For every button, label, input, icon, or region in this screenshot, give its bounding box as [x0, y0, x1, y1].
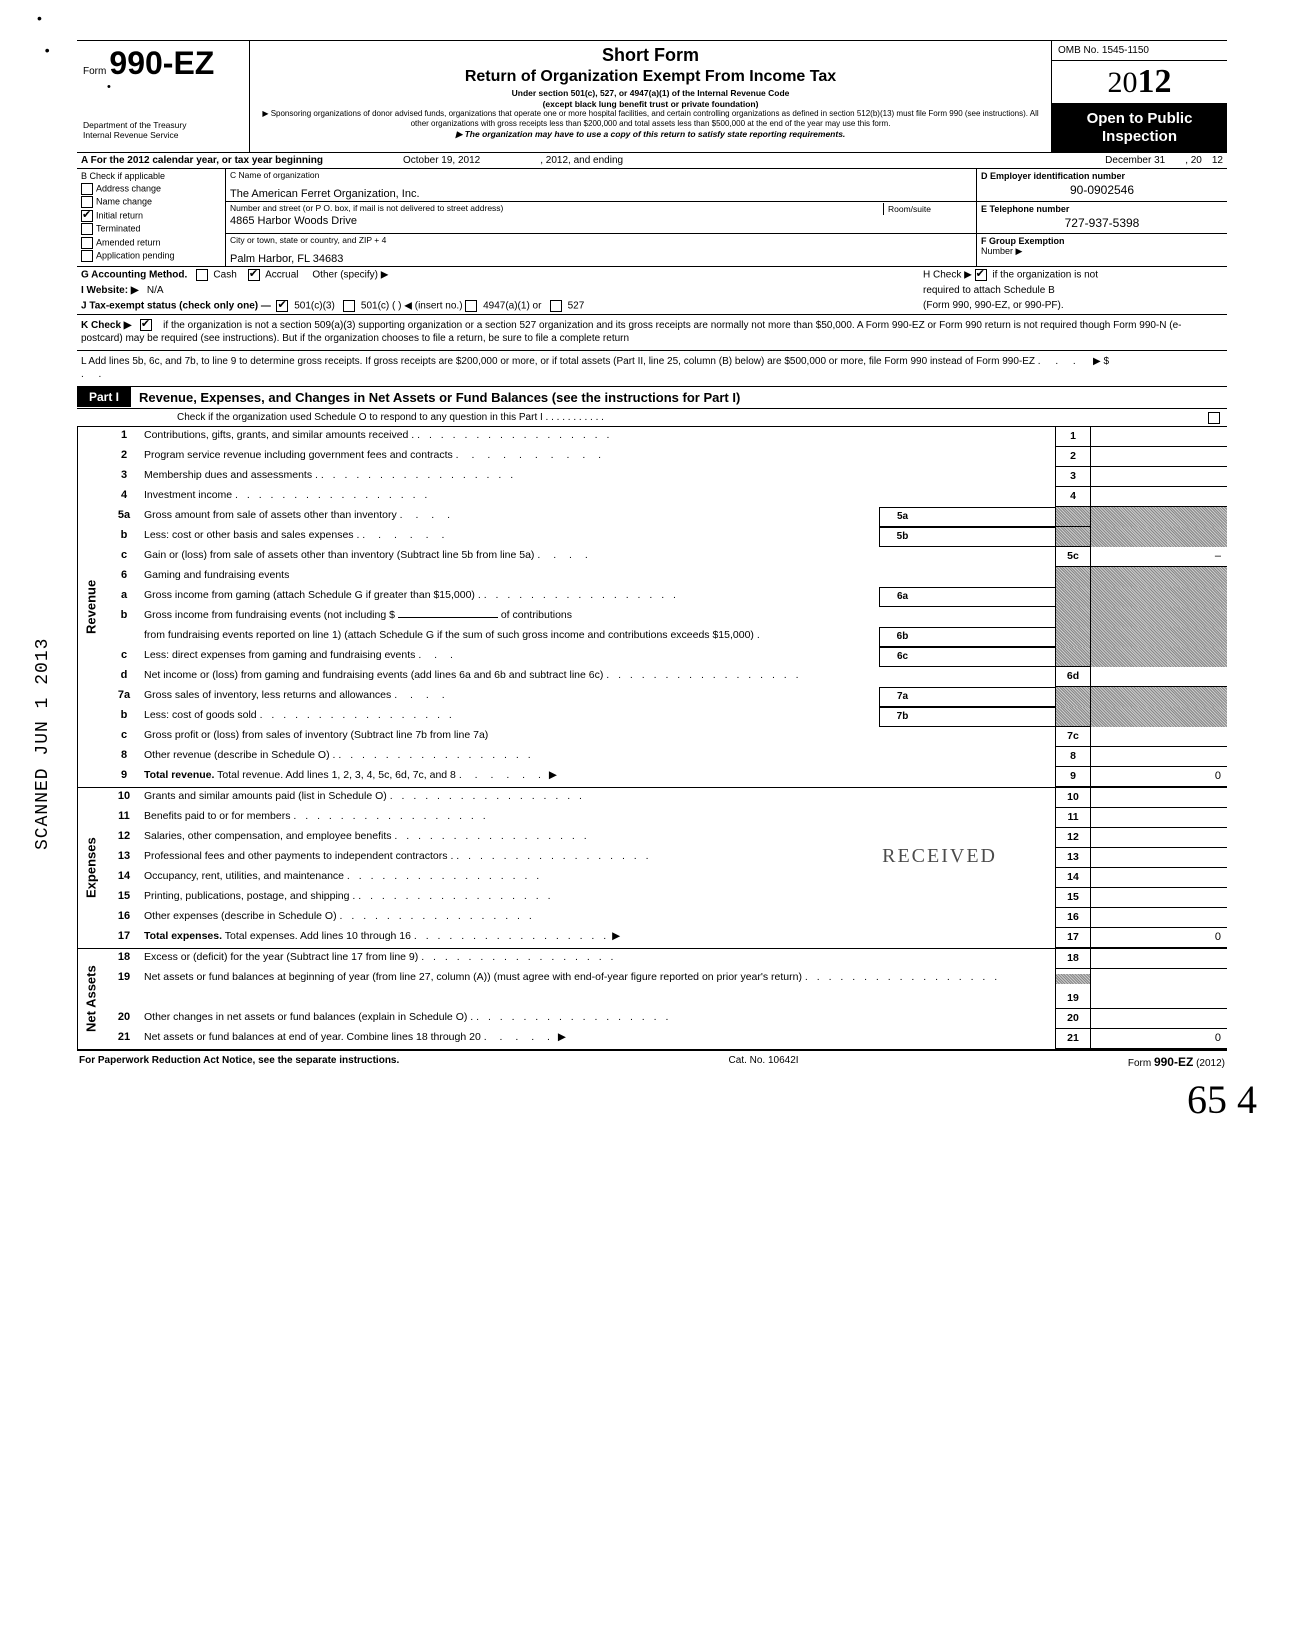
revenue-section: Revenue 1Contributions, gifts, grants, a… — [77, 427, 1227, 787]
tax-year: 2012 — [1052, 61, 1227, 104]
title-subtitle: Return of Organization Exempt From Incom… — [258, 68, 1043, 86]
check-schedule-o[interactable] — [1208, 412, 1220, 424]
netassets-label: Net Assets — [77, 949, 104, 1049]
org-city: Palm Harbor, FL 34683 — [230, 253, 343, 265]
col-c-org-info: C Name of organization The American Ferr… — [226, 169, 977, 266]
check-amended[interactable] — [81, 237, 93, 249]
title-short-form: Short Form — [258, 45, 1043, 66]
row-k: K Check ▶ if the organization is not a s… — [77, 315, 1227, 351]
footer-left: For Paperwork Reduction Act Notice, see … — [79, 1055, 399, 1069]
omb-number: OMB No. 1545-1150 — [1052, 41, 1227, 61]
col-b-checkboxes: B Check if applicable Address change Nam… — [77, 169, 226, 266]
org-name: The American Ferret Organization, Inc. — [230, 188, 420, 200]
footer-right: Form 990-EZ (2012) — [1128, 1055, 1225, 1069]
check-k[interactable] — [140, 319, 152, 331]
open-public: Open to Public Inspection — [1052, 104, 1227, 152]
org-street: 4865 Harbor Woods Drive — [230, 215, 883, 227]
scan-marks: • • — [37, 10, 50, 58]
received-stamp: RECEIVED — [882, 845, 997, 868]
form-header: Form 990-EZ • Department of the Treasury… — [77, 40, 1227, 153]
expenses-label: Expenses — [77, 788, 104, 948]
col-de: D Employer identification number 90-0902… — [977, 169, 1227, 266]
under-section: Under section 501(c), 527, or 4947(a)(1)… — [258, 88, 1043, 109]
check-501c[interactable] — [343, 300, 355, 312]
year-end-month: December 31 — [1105, 155, 1165, 166]
part1-checkline: Check if the organization used Schedule … — [77, 409, 1227, 427]
header-left: Form 990-EZ • Department of the Treasury… — [77, 41, 250, 152]
page-footer: For Paperwork Reduction Act Notice, see … — [77, 1049, 1227, 1073]
form-label: Form — [83, 66, 106, 77]
year-end: 12 — [1212, 155, 1223, 166]
check-initial[interactable] — [81, 210, 93, 222]
row-l: L Add lines 5b, 6c, and 7b, to line 9 to… — [77, 351, 1227, 387]
row-i: I Website: ▶ N/A required to attach Sche… — [77, 283, 1227, 298]
room-suite: Room/suite — [883, 203, 972, 215]
check-pending[interactable] — [81, 250, 93, 262]
footer-center: Cat. No. 10642I — [729, 1055, 799, 1069]
section-bcde: B Check if applicable Address change Nam… — [77, 169, 1227, 267]
check-4947[interactable] — [465, 300, 477, 312]
sponsor-text: ▶ Sponsoring organizations of donor advi… — [258, 109, 1043, 129]
header-center: Short Form Return of Organization Exempt… — [250, 41, 1052, 152]
check-address[interactable] — [81, 183, 93, 195]
header-right: OMB No. 1545-1150 2012 Open to Public In… — [1052, 41, 1227, 152]
netassets-section: Net Assets 18Excess or (deficit) for the… — [77, 948, 1227, 1049]
check-accrual[interactable] — [248, 269, 260, 281]
check-terminated[interactable] — [81, 223, 93, 235]
website: N/A — [147, 285, 164, 296]
check-name[interactable] — [81, 196, 93, 208]
form-number: 990-EZ — [109, 45, 214, 81]
expenses-section: Expenses 10Grants and similar amounts pa… — [77, 787, 1227, 948]
part1-header: Part I Revenue, Expenses, and Changes in… — [77, 387, 1227, 409]
check-h[interactable] — [975, 269, 987, 281]
handwritten-mark: 65 4 — [1187, 1076, 1257, 1123]
row-j: J Tax-exempt status (check only one) — 5… — [77, 298, 1227, 315]
form-990ez-page: • • SCANNED JUN 1 2013 Form 990-EZ • Dep… — [77, 40, 1227, 1073]
dept-text: Department of the TreasuryInternal Reven… — [83, 120, 243, 140]
phone: 727-937-5398 — [981, 216, 1223, 230]
row-a-tax-year: A For the 2012 calendar year, or tax yea… — [77, 153, 1227, 169]
copy-note: ▶ The organization may have to use a cop… — [258, 129, 1043, 140]
row-g: G Accounting Method. Cash Accrual Other … — [77, 267, 1227, 283]
scanned-stamp: SCANNED JUN 1 2013 — [33, 638, 53, 850]
ein: 90-0902546 — [981, 183, 1223, 197]
check-527[interactable] — [550, 300, 562, 312]
revenue-label: Revenue — [77, 427, 104, 787]
check-cash[interactable] — [196, 269, 208, 281]
year-begin: October 19, 2012 — [403, 155, 480, 166]
check-501c3[interactable] — [276, 300, 288, 312]
